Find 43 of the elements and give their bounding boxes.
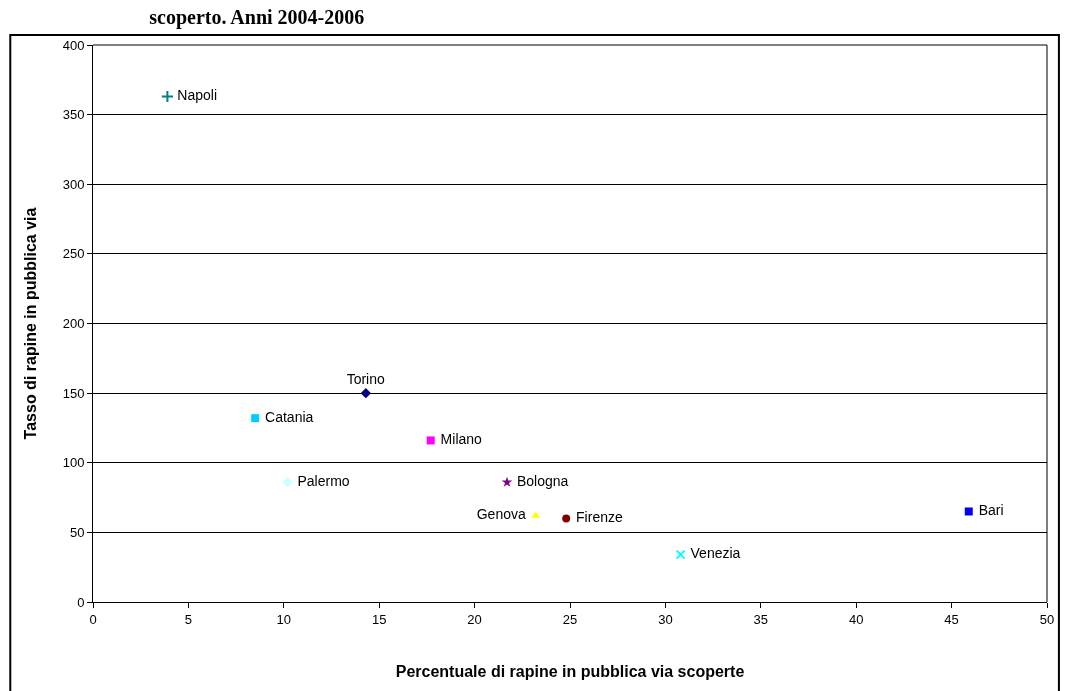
point — [562, 514, 571, 523]
x-tick-label: 35 — [753, 611, 769, 627]
y-tick-label: 300 — [62, 176, 85, 192]
point — [360, 387, 372, 399]
chart-title: scoperto. Anni 2004-2006 — [149, 6, 365, 30]
point — [426, 436, 435, 445]
x-tick-label: 50 — [1039, 611, 1055, 627]
point — [675, 549, 686, 560]
x-axis-title: Percentuale di rapine in pubblica via scoperte — [395, 663, 745, 681]
y-tick-label: 400 — [62, 37, 85, 53]
x-tick-label: 25 — [562, 611, 578, 627]
point — [531, 511, 541, 518]
y-tick-label: 50 — [69, 524, 85, 540]
x-tick-label: 0 — [89, 611, 97, 627]
y-axis-title: Tasso di rapine in pubblica via — [21, 207, 39, 440]
x-tick-label: 40 — [848, 611, 864, 627]
series-label: Torino — [343, 370, 389, 387]
series-label: Napoli — [173, 87, 221, 104]
x-tick-label: 10 — [276, 611, 292, 627]
series-label: Bari — [974, 501, 1008, 518]
x-tick-label: 30 — [658, 611, 673, 627]
series-label: Milano — [436, 430, 486, 447]
point — [282, 477, 293, 488]
x-tick-label: 5 — [184, 611, 193, 627]
point — [501, 476, 513, 487]
point — [251, 414, 260, 423]
y-tick-label: 350 — [62, 107, 85, 123]
point — [964, 507, 973, 516]
y-tick-label: 250 — [62, 246, 85, 262]
series-label: Genova — [472, 506, 530, 523]
y-tick-label: 100 — [62, 455, 85, 471]
y-tick-label: 200 — [62, 316, 85, 332]
series-label: Palermo — [293, 472, 354, 489]
y-tick-label: 0 — [77, 594, 85, 610]
series-label: Catania — [261, 408, 318, 425]
series-label: Firenze — [572, 508, 627, 525]
series-label: Bologna — [513, 472, 573, 489]
point — [160, 89, 175, 104]
y-tick-label: 150 — [62, 385, 85, 401]
x-tick-label: 45 — [944, 611, 959, 627]
series-label: Venezia — [686, 545, 745, 562]
x-tick-label: 20 — [467, 611, 482, 627]
x-tick-label: 15 — [371, 611, 387, 627]
